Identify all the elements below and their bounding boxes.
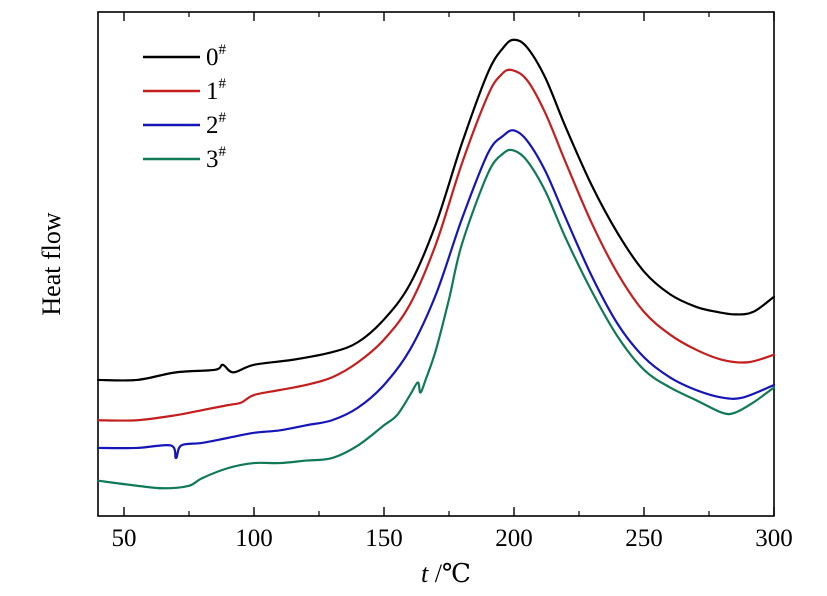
x-axis: 50 100 150 200 250 300 (112, 12, 793, 552)
x-axis-label-unit: /℃ (428, 559, 471, 588)
x-tick-label: 100 (235, 525, 273, 552)
x-tick-label: 150 (365, 525, 403, 552)
plot-frame (97, 11, 775, 517)
legend: 0# 1# 2# 3# (143, 42, 227, 173)
y-axis-label: Heat flow (37, 212, 66, 315)
legend-label-0: 0# (206, 42, 227, 71)
x-axis-label: t /℃ (421, 559, 471, 588)
x-tick-label: 200 (495, 525, 533, 552)
x-tick-label: 300 (755, 525, 793, 552)
x-tick-label: 50 (112, 525, 137, 552)
legend-label-2: 2# (206, 110, 227, 139)
series-line-0 (96, 38, 776, 382)
legend-label-3: 3# (206, 144, 227, 173)
series-line-2 (96, 129, 776, 460)
series-line-3 (96, 148, 776, 490)
series-line-1 (96, 68, 776, 422)
legend-label-1: 1# (206, 76, 227, 105)
x-axis-label-variable: t (421, 559, 429, 588)
x-tick-label: 250 (625, 525, 663, 552)
series-group (96, 38, 776, 490)
